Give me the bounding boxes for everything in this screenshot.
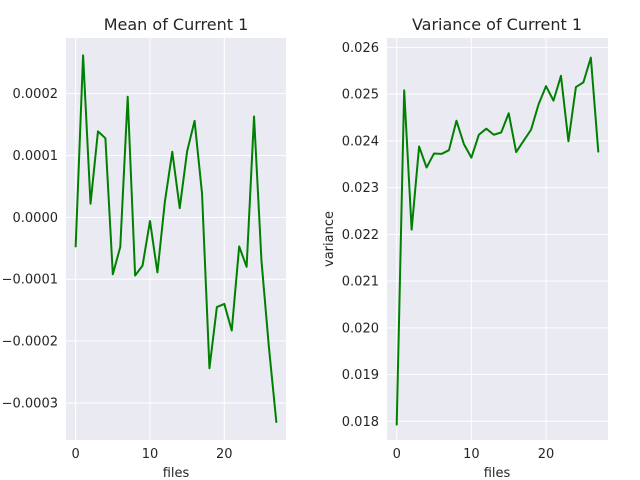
- series-line-mean: [74, 54, 278, 424]
- grid-variance: [387, 38, 608, 440]
- x-tick-label-mean: 20: [216, 447, 233, 462]
- y-ticks-variance: 0.018 0.019 0.020 0.021 0.022 0.023 0.024 0.025…: [342, 41, 379, 430]
- y-tick-label-mean: 0.0000: [13, 211, 59, 226]
- y-tick-label-variance: 0.023: [342, 181, 379, 196]
- y-tick-label-variance: 0.025: [342, 88, 379, 103]
- x-ticks-variance: 0 10 20: [393, 447, 555, 462]
- x-tick-label-variance: 20: [538, 447, 555, 462]
- x-tick-label-mean: 0: [72, 447, 80, 462]
- series-variance: [395, 56, 600, 426]
- y-tick-label-mean: 0.0002: [13, 87, 59, 102]
- series-line-variance: [395, 56, 600, 426]
- y-tick-label-variance: 0.019: [342, 368, 379, 383]
- y-tick-label-mean: −0.0002: [2, 335, 58, 350]
- x-axis-label-variance: files: [484, 466, 511, 480]
- x-axis-label-mean: files: [163, 466, 190, 480]
- y-tick-label-variance: 0.024: [342, 134, 379, 149]
- y-ticks-mean: −0.0003 −0.0002 −0.0001 0.0000 0.0001 0.0002: [2, 87, 58, 411]
- y-tick-label-mean: 0.0001: [13, 149, 59, 164]
- y-axis-label-variance: variance: [322, 211, 337, 267]
- y-tick-label-variance: 0.022: [342, 228, 379, 243]
- y-tick-label-mean: −0.0003: [2, 396, 58, 411]
- chart-title-variance: Variance of Current 1: [412, 15, 582, 34]
- chart-title-mean: Mean of Current 1: [104, 15, 249, 34]
- x-tick-label-mean: 10: [142, 447, 159, 462]
- y-tick-label-variance: 0.020: [342, 321, 379, 336]
- chart-variance: 0 10 20 0.018 0.019 0.020 0.021 0.022 0.023 0.02…: [322, 15, 608, 480]
- x-tick-label-variance: 0: [393, 447, 401, 462]
- y-tick-label-mean: −0.0001: [2, 273, 58, 288]
- x-ticks-mean: 0 10 20: [72, 447, 233, 462]
- chart-mean: 0 10 20 −0.0003 −0.0002 −0.0001 0.0000 0.0001 0…: [2, 15, 286, 480]
- y-tick-label-variance: 0.021: [342, 275, 379, 290]
- y-tick-label-variance: 0.026: [342, 41, 379, 56]
- plot-area-mean: [66, 38, 286, 440]
- y-tick-label-variance: 0.018: [342, 415, 379, 430]
- grid-mean: [66, 38, 286, 440]
- plot-area-variance: [387, 38, 608, 440]
- x-tick-label-variance: 10: [463, 447, 480, 462]
- series-mean: [74, 54, 278, 424]
